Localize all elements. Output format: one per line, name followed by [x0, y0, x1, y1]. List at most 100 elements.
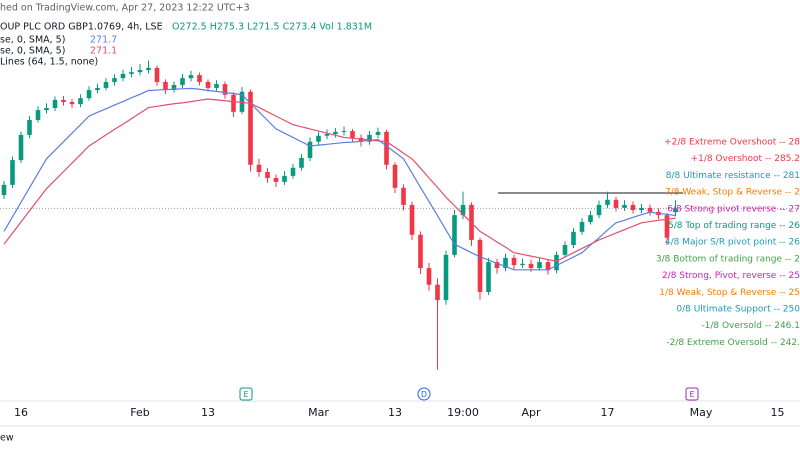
- candle-body: [120, 73, 126, 79]
- candle-body: [528, 263, 534, 269]
- candle-body: [486, 262, 491, 292]
- level-label: +2/8 Extreme Overshoot -- 28: [664, 138, 800, 148]
- candle-body: [452, 215, 457, 255]
- sma-line: [3, 87, 676, 271]
- candle-body: [324, 134, 330, 136]
- level-label: -2/8 Extreme Oversold -- 242.: [666, 338, 800, 348]
- candle-body: [375, 131, 381, 135]
- level-label: 7/8 Weak, Stop & Reverse -- 2: [665, 188, 800, 198]
- candle-body: [571, 231, 576, 246]
- candle-body: [137, 70, 143, 73]
- x-tick-label: 16: [14, 406, 28, 419]
- candle-body: [299, 157, 304, 168]
- candle-body: [511, 257, 517, 266]
- x-tick-label: 15: [771, 406, 785, 419]
- candle-body: [248, 91, 253, 165]
- candle-body: [503, 257, 508, 269]
- level-label: 8/8 Ultimate resistance -- 281: [666, 171, 800, 181]
- candle-body: [494, 262, 500, 269]
- candle-body: [545, 262, 551, 271]
- candle-body: [95, 87, 100, 91]
- candle-body: [35, 110, 41, 120]
- level-label: 6/8 Strong pivot reverse -- 27: [667, 204, 800, 214]
- candle-body: [613, 199, 619, 208]
- candle-body: [426, 268, 432, 285]
- candle-body: [146, 67, 151, 71]
- candle-body: [384, 131, 389, 165]
- candle-body: [418, 234, 423, 269]
- candle-body: [596, 204, 602, 216]
- candle-body: [103, 81, 109, 88]
- candle-body: [163, 81, 168, 91]
- indicator: se, 0, SMA, 5): [0, 35, 65, 46]
- candle-body: [460, 204, 466, 216]
- indicator-value: 271.1: [90, 46, 117, 57]
- candle-body: [622, 204, 627, 208]
- ohlc: O272.5 H275.3 L271.5 C273.4 Vol 1.831M: [172, 22, 372, 33]
- x-tick-label: Feb: [130, 406, 149, 419]
- candle-body: [316, 135, 321, 142]
- level-label: 4/8 Major S/R pivot point -- 26: [665, 238, 800, 248]
- candle-body: [239, 91, 245, 112]
- event-label: E: [243, 390, 248, 399]
- candle-body: [333, 131, 338, 135]
- event-label: E: [689, 390, 694, 399]
- candle-body: [639, 207, 644, 211]
- candle-body: [350, 131, 355, 138]
- published: hed on TradingView.com, Apr 27, 2023 12:…: [0, 3, 250, 14]
- candle-body: [477, 239, 483, 292]
- candle-body: [588, 215, 593, 222]
- candle-body: [520, 263, 525, 266]
- level-label: 5/8 Top of trading range -- 26: [668, 221, 800, 231]
- candle-body: [112, 78, 117, 82]
- candle-body: [222, 84, 228, 95]
- candle-body: [214, 84, 219, 88]
- candle-body: [256, 164, 262, 173]
- candle-body: [129, 72, 134, 74]
- event-label: D: [421, 390, 427, 399]
- candle-body: [630, 204, 636, 211]
- candle-body: [367, 134, 372, 142]
- level-label: 0/8 Ultimate Support -- 250: [676, 305, 800, 315]
- candle-body: [197, 75, 202, 82]
- candle-body: [562, 245, 568, 255]
- candle-body: [18, 134, 24, 161]
- x-tick-label: 17: [601, 406, 615, 419]
- candle-body: [290, 167, 296, 176]
- candle-body: [579, 221, 585, 232]
- event-marker: [685, 387, 699, 401]
- x-tick-label: 13: [388, 406, 402, 419]
- candle-body: [341, 131, 347, 133]
- candle-body: [1, 184, 7, 196]
- candle-body: [44, 108, 49, 111]
- indicator-value: 271.7: [90, 35, 117, 46]
- level-label: 2/8 Strong, Pivot, reverse -- 25: [662, 271, 800, 281]
- candle-body: [86, 90, 92, 99]
- candle-body: [443, 254, 449, 301]
- candle-body: [537, 262, 542, 269]
- candle-body: [273, 178, 279, 182]
- candle-body: [205, 81, 211, 88]
- candle-body: [180, 78, 185, 85]
- candle-body: [78, 98, 83, 105]
- candle-body: [265, 172, 270, 179]
- candle-body: [188, 75, 194, 79]
- candle-body: [154, 67, 160, 82]
- candle-body: [307, 141, 313, 158]
- level-label: -1/8 Oversold -- 246.1: [701, 321, 800, 331]
- candle-body: [27, 119, 32, 135]
- event-marker: [417, 387, 431, 401]
- symbol: OUP PLC ORD GBP1.0769, 4h, LSE: [0, 22, 163, 33]
- level-label: +1/8 Overshoot -- 285.2: [691, 154, 800, 164]
- candle-body: [10, 160, 15, 185]
- candle-body: [409, 204, 415, 235]
- indicator: se, 0, SMA, 5): [0, 46, 65, 57]
- candle-body: [282, 175, 287, 182]
- sma-line: [3, 98, 676, 262]
- candle-body: [69, 102, 75, 105]
- candle-body: [554, 254, 559, 271]
- candle-body: [664, 215, 670, 238]
- x-tick-label: 13: [201, 406, 215, 419]
- candle-body: [52, 99, 58, 109]
